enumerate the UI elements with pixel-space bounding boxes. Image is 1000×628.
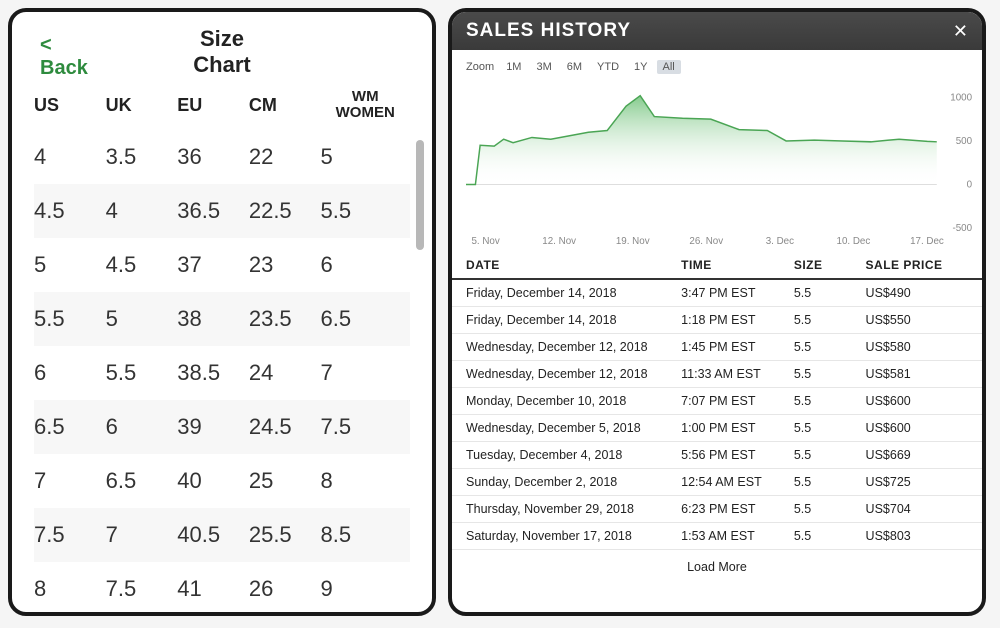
size-col-uk: UK xyxy=(106,91,178,124)
load-more-button[interactable]: Load More xyxy=(452,550,982,584)
panel-title: SALES HISTORY xyxy=(466,20,631,42)
svg-text:17. Dec: 17. Dec xyxy=(910,236,944,247)
size-chart-table: USUKEUCMWMWOMEN 43.5362254.5436.522.55.5… xyxy=(34,85,410,616)
sales-row: Wednesday, December 12, 201811:33 AM EST… xyxy=(452,361,982,388)
sales-row: Wednesday, December 5, 20181:00 PM EST5.… xyxy=(452,415,982,442)
sales-row: Friday, December 14, 20183:47 PM EST5.5U… xyxy=(452,280,982,307)
svg-text:3. Dec: 3. Dec xyxy=(766,236,794,247)
size-row[interactable]: 7.5740.525.58.5 xyxy=(34,508,410,562)
sales-history-panel: SALES HISTORY ✕ Zoom 1M3M 6MYTD1Y All -500… xyxy=(448,8,986,616)
svg-text:500: 500 xyxy=(956,136,973,147)
svg-text:1000: 1000 xyxy=(950,92,972,103)
sales-row: Monday, December 10, 20187:07 PM EST5.5U… xyxy=(452,388,982,415)
size-col-eu: EU xyxy=(177,91,249,124)
size-row[interactable]: 54.537236 xyxy=(34,238,410,292)
sales-row: Wednesday, December 12, 20181:45 PM EST5… xyxy=(452,334,982,361)
zoom-1y[interactable]: 1Y xyxy=(628,60,653,74)
zoom-3m[interactable]: 3M xyxy=(530,60,557,74)
sales-col-sale-price[interactable]: SALE PRICE xyxy=(866,258,968,272)
zoom-label: Zoom xyxy=(466,61,494,73)
sales-row: Thursday, November 29, 20186:23 PM EST5.… xyxy=(452,496,982,523)
size-row[interactable]: 43.536225 xyxy=(34,130,410,184)
size-col-wm: WMWOMEN xyxy=(320,85,410,130)
svg-text:19. Nov: 19. Nov xyxy=(616,236,650,247)
size-row[interactable]: 4.5436.522.55.5 xyxy=(34,184,410,238)
svg-text:-500: -500 xyxy=(952,223,972,234)
sales-col-time[interactable]: TIME xyxy=(681,258,794,272)
svg-text:26. Nov: 26. Nov xyxy=(689,236,723,247)
sales-row: Saturday, November 17, 20181:53 AM EST5.… xyxy=(452,523,982,550)
back-button[interactable]: < Back xyxy=(40,34,88,80)
sales-table-body: Friday, December 14, 20183:47 PM EST5.5U… xyxy=(452,280,982,550)
back-label: Back xyxy=(40,57,88,79)
svg-text:10. Dec: 10. Dec xyxy=(837,236,871,247)
size-row[interactable]: 87.541269 xyxy=(34,562,410,616)
size-col-us: US xyxy=(34,91,106,124)
zoom-1m[interactable]: 1M xyxy=(500,60,527,74)
size-chart-title: Size Chart xyxy=(34,26,410,79)
size-row[interactable]: 65.538.5247 xyxy=(34,346,410,400)
size-row[interactable]: 76.540258 xyxy=(34,454,410,508)
svg-text:5. Nov: 5. Nov xyxy=(471,236,499,247)
svg-text:12. Nov: 12. Nov xyxy=(542,236,576,247)
scrollbar-thumb[interactable] xyxy=(416,140,424,250)
size-row[interactable]: 6.563924.57.5 xyxy=(34,400,410,454)
sales-col-size[interactable]: SIZE xyxy=(794,258,866,272)
sales-row: Friday, December 14, 20181:18 PM EST5.5U… xyxy=(452,307,982,334)
zoom-ytd[interactable]: YTD xyxy=(591,60,625,74)
sales-col-date[interactable]: DATE xyxy=(466,258,681,272)
size-col-cm: CM xyxy=(249,91,321,124)
close-icon[interactable]: ✕ xyxy=(953,21,968,42)
zoom-6m[interactable]: 6M xyxy=(561,60,588,74)
sales-row: Tuesday, December 4, 20185:56 PM EST5.5U… xyxy=(452,442,982,469)
sales-chart: -500 0 500 1000 5. Nov 12. Nov 19. Nov 26. Nov 3… xyxy=(452,76,982,250)
sales-table-header: DATETIMESIZESALE PRICE xyxy=(452,250,982,280)
panel-header: SALES HISTORY ✕ xyxy=(452,12,982,50)
size-chart-panel: < Back Size Chart USUKEUCMWMWOMEN 43.536… xyxy=(8,8,436,616)
svg-text:0: 0 xyxy=(967,179,973,190)
size-row[interactable]: 5.553823.56.5 xyxy=(34,292,410,346)
zoom-all[interactable]: All xyxy=(657,60,681,74)
sales-row: Sunday, December 2, 201812:54 AM EST5.5U… xyxy=(452,469,982,496)
chevron-left-icon: < xyxy=(40,34,88,57)
zoom-controls: Zoom 1M3M 6MYTD1Y All xyxy=(452,50,982,76)
